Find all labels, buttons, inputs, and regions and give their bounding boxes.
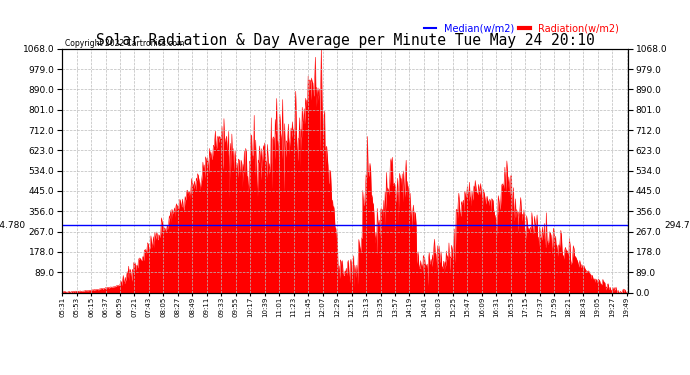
Title: Solar Radiation & Day Average per Minute Tue May 24 20:10: Solar Radiation & Day Average per Minute… [96,33,594,48]
Legend: Median(w/m2), Radiation(w/m2): Median(w/m2), Radiation(w/m2) [420,20,623,37]
Text: 294.780: 294.780 [0,221,26,230]
Text: Copyright 2022 Cartronics.com: Copyright 2022 Cartronics.com [65,39,184,48]
Text: 294.780: 294.780 [664,221,690,230]
